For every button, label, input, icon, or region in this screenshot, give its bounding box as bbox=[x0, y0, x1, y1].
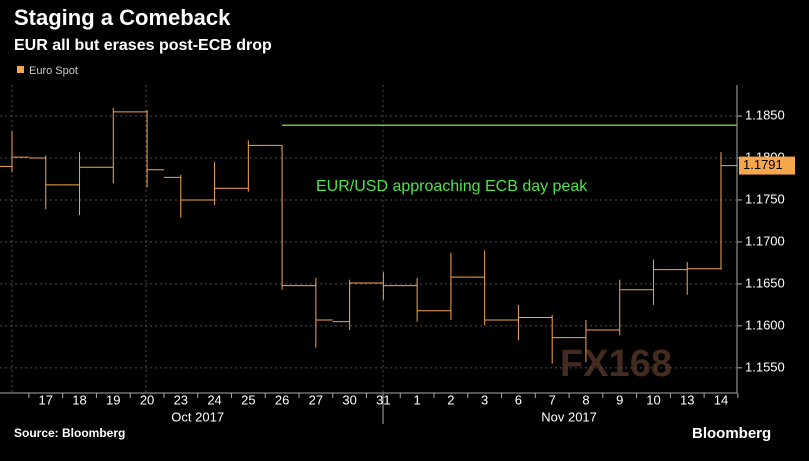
x-tick-label: 20 bbox=[140, 392, 154, 407]
x-tick-label: 17 bbox=[39, 392, 53, 407]
chart-title: Staging a Comeback bbox=[14, 5, 231, 30]
y-tick-label: 1.1850 bbox=[745, 107, 785, 122]
y-tick-label: 1.1750 bbox=[745, 191, 785, 206]
chart-subtitle: EUR all but erases post-ECB drop bbox=[14, 37, 272, 54]
x-tick-label: 3 bbox=[481, 392, 488, 407]
x-tick-label: 26 bbox=[275, 392, 289, 407]
x-tick-label: 23 bbox=[174, 392, 188, 407]
x-tick-label: 7 bbox=[549, 392, 556, 407]
watermark: FX168 bbox=[560, 343, 672, 385]
last-price-label: 1.1791 bbox=[743, 157, 783, 172]
x-tick-label: 18 bbox=[72, 392, 86, 407]
month-label: Oct 2017 bbox=[171, 409, 224, 424]
brand: Bloomberg bbox=[692, 425, 771, 442]
source: Source: Bloomberg bbox=[14, 426, 125, 440]
x-tick-label: 9 bbox=[616, 392, 623, 407]
x-tick-label: 8 bbox=[582, 392, 589, 407]
x-tick-label: 6 bbox=[515, 392, 522, 407]
x-tick-label: 30 bbox=[342, 392, 356, 407]
y-tick-label: 1.1700 bbox=[745, 233, 785, 248]
x-tick-label: 13 bbox=[680, 392, 694, 407]
month-label: Nov 2017 bbox=[541, 409, 597, 424]
x-tick-label: 2 bbox=[447, 392, 454, 407]
legend-label: Euro Spot bbox=[29, 65, 78, 77]
y-tick-label: 1.1650 bbox=[745, 275, 785, 290]
annotation: EUR/USD approaching ECB day peak bbox=[316, 178, 588, 195]
y-tick-label: 1.1550 bbox=[745, 359, 785, 374]
x-tick-label: 24 bbox=[207, 392, 221, 407]
x-tick-label: 10 bbox=[646, 392, 660, 407]
x-tick-label: 31 bbox=[376, 392, 390, 407]
x-tick-label: 27 bbox=[309, 392, 323, 407]
x-tick-label: 25 bbox=[241, 392, 255, 407]
x-tick-label: 14 bbox=[714, 392, 728, 407]
legend-swatch bbox=[17, 66, 24, 73]
x-tick-label: 19 bbox=[106, 392, 120, 407]
last-price-box bbox=[739, 156, 795, 175]
x-tick-label: 1 bbox=[414, 392, 421, 407]
y-tick-label: 1.1600 bbox=[745, 317, 785, 332]
